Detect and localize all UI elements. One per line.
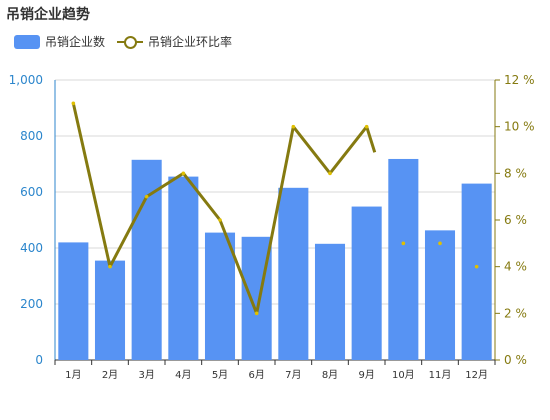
y-right-tick-label: 0 % [504,353,527,367]
line-point [218,218,222,222]
legend-line-label: 吊销企业环比率 [148,35,233,49]
x-tick-label: 11月 [429,369,452,381]
line-point [144,194,149,199]
bar [424,230,456,360]
y-right-tick-label: 12 % [504,73,535,87]
y-left-tick-label: 400 [20,241,43,255]
line-point [108,264,112,269]
x-tick-label: 1月 [65,369,81,381]
x-tick-label: 4月 [175,369,191,381]
line-series [71,103,377,315]
x-tick-label: 5月 [212,369,228,381]
line-point [291,124,296,129]
line-point [181,171,186,176]
bar [131,159,162,360]
legend-item-line[interactable]: 吊销企业环比率 [117,33,232,50]
y-right-tick-label: 10 % [504,120,535,134]
x-tick-label: 8月 [322,369,338,381]
line-point [71,101,76,106]
y-left-tick-label: 600 [20,185,43,199]
bar [388,158,419,360]
legend-bar-label: 吊销企业数 [45,35,106,49]
bar [94,260,126,360]
y-right-tick-label: 4 % [504,260,527,274]
legend-line-swatch [117,35,144,49]
bar [168,176,199,360]
bar [351,206,382,360]
bar [314,243,346,360]
y-right-tick-label: 2 % [504,306,527,320]
legend-item-bar[interactable]: 吊销企业数 [14,33,105,50]
x-tick-label: 9月 [358,369,374,381]
line-point [474,264,479,269]
legend: 吊销企业数 吊销企业环比率 [14,33,244,50]
x-tick-label: 6月 [248,369,264,381]
y-right-tick-label: 6 % [504,213,527,227]
x-tick-label: 12月 [465,369,488,381]
x-tick-label: 10月 [392,369,415,381]
chart-title: 吊销企业趋势 [6,7,90,23]
y-left-tick-label: 1,000 [9,73,43,87]
legend-bar-swatch [14,34,40,49]
x-tick-label: 3月 [138,369,154,381]
bar [278,187,309,360]
x-tick-label: 2月 [102,369,118,381]
line-point [401,241,406,246]
bar [58,242,89,360]
y-right-tick-label: 8 % [504,166,527,180]
line-point [364,124,369,129]
line-point [328,171,332,176]
x-tick-label: 7月 [285,369,301,381]
y-left-tick-label: 0 [35,353,43,367]
bar [204,232,236,360]
line-point [254,311,259,316]
y-left-tick-label: 200 [20,297,43,311]
bar [461,183,492,360]
line-point [438,241,442,246]
y-left-tick-label: 800 [20,129,43,143]
